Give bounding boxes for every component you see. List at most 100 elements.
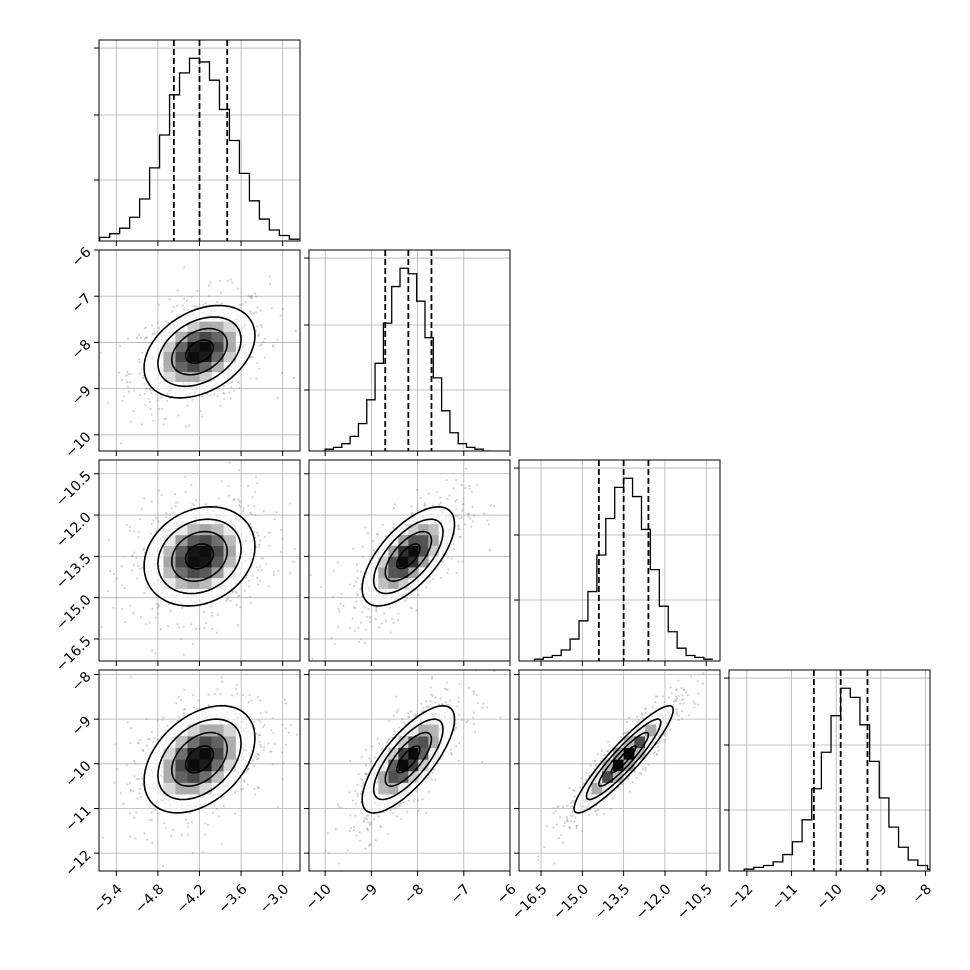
scatter-point xyxy=(269,750,272,753)
panel-frame xyxy=(308,669,511,872)
scatter-point xyxy=(667,725,671,728)
scatter-point xyxy=(475,653,477,655)
scatter-point xyxy=(368,616,372,619)
scatter-point xyxy=(568,826,571,829)
scatter-point xyxy=(673,700,676,703)
scatter-point xyxy=(148,387,151,390)
scatter-point xyxy=(141,777,144,780)
scatter-point xyxy=(106,589,110,593)
scatter-point xyxy=(186,833,189,836)
scatter-point xyxy=(320,585,323,589)
scatter-point xyxy=(434,701,437,704)
y-tick-label: −9 xyxy=(69,383,95,409)
scatter-point xyxy=(423,503,427,506)
scatter-point xyxy=(137,564,140,568)
scatter-point xyxy=(342,605,345,608)
density-cell xyxy=(199,361,212,372)
scatter-point xyxy=(363,772,367,775)
scatter-point xyxy=(145,838,149,841)
scatter-point xyxy=(157,303,160,306)
scatter-point xyxy=(127,385,130,388)
scatter-point xyxy=(557,805,560,808)
scatter-point xyxy=(457,714,461,717)
y-tick-label: −6 xyxy=(69,244,95,270)
scatter-point xyxy=(141,748,144,751)
y-tick-label: −9 xyxy=(69,713,95,739)
scatter-point xyxy=(204,503,207,506)
contour-line xyxy=(170,530,229,583)
scatter-point xyxy=(328,852,331,855)
scatter-point xyxy=(219,693,222,696)
scatter-point xyxy=(594,763,597,766)
scatter-point xyxy=(655,753,659,756)
scatter-point xyxy=(410,512,414,515)
scatter-point xyxy=(393,730,396,733)
scatter-point xyxy=(675,688,678,691)
x-tick-label: −16.5 xyxy=(509,881,551,923)
scatter-point xyxy=(227,485,230,488)
scatter-point xyxy=(160,493,163,497)
scatter-point xyxy=(116,768,119,771)
scatter-point xyxy=(457,524,460,527)
density-cell xyxy=(223,534,236,546)
scatter-point xyxy=(138,361,141,364)
scatter-point xyxy=(358,640,361,644)
scatter-point xyxy=(129,372,132,375)
scatter-point xyxy=(364,847,367,851)
scatter-point xyxy=(407,799,410,802)
scatter-point xyxy=(143,382,146,386)
density-cell xyxy=(175,361,188,372)
scatter-point xyxy=(256,695,260,699)
scatter-point xyxy=(385,741,389,744)
scatter-point xyxy=(145,387,149,390)
scatter-point xyxy=(234,590,237,593)
scatter-point xyxy=(151,607,154,610)
scatter-point xyxy=(179,465,181,467)
scatter-point xyxy=(130,727,133,730)
scatter-point xyxy=(408,715,411,719)
scatter-point xyxy=(256,566,259,569)
scatter-point xyxy=(233,498,236,501)
scatter-point xyxy=(195,628,198,631)
density-cell xyxy=(175,747,188,760)
scatter-point xyxy=(361,611,364,614)
scatter-point xyxy=(96,770,98,772)
scatter-point xyxy=(224,599,228,602)
scatter-point xyxy=(652,752,655,755)
scatter-point xyxy=(357,626,360,629)
density-cell xyxy=(623,736,635,749)
scatter-point xyxy=(237,381,240,384)
x-tick-label: −10.5 xyxy=(674,881,716,923)
density-cell xyxy=(187,321,200,332)
scatter-point xyxy=(145,717,148,721)
scatter-point xyxy=(677,694,680,698)
scatter-point xyxy=(410,512,413,515)
scatter-point xyxy=(355,563,359,566)
density-cell xyxy=(418,759,429,772)
scatter-point xyxy=(232,498,235,501)
scatter-point xyxy=(210,614,213,617)
scatter-point xyxy=(392,733,395,736)
scatter-point xyxy=(244,301,247,304)
scatter-point xyxy=(621,782,624,786)
scatter-point xyxy=(270,307,273,310)
scatter-point xyxy=(229,599,232,603)
scatter-point xyxy=(125,373,128,377)
scatter-point xyxy=(398,726,401,729)
scatter-point xyxy=(252,721,256,724)
scatter-point xyxy=(368,757,371,760)
scatter-point xyxy=(154,652,157,655)
scatter-point xyxy=(195,306,198,309)
scatter-point xyxy=(571,800,574,803)
scatter-point xyxy=(176,623,179,626)
scatter-point xyxy=(489,504,492,507)
scatter-point xyxy=(249,377,252,380)
scatter-point xyxy=(485,706,489,709)
scatter-point xyxy=(392,811,395,815)
scatter-point xyxy=(422,706,425,710)
scatter-point xyxy=(184,490,187,494)
scatter-point xyxy=(755,638,757,640)
scatter-point xyxy=(423,504,426,507)
scatter-point xyxy=(685,691,688,694)
scatter-point xyxy=(375,533,379,536)
